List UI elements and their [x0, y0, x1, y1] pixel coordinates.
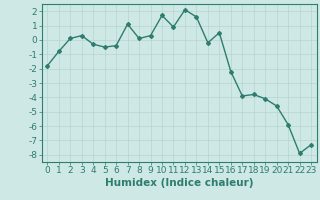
- X-axis label: Humidex (Indice chaleur): Humidex (Indice chaleur): [105, 178, 253, 188]
